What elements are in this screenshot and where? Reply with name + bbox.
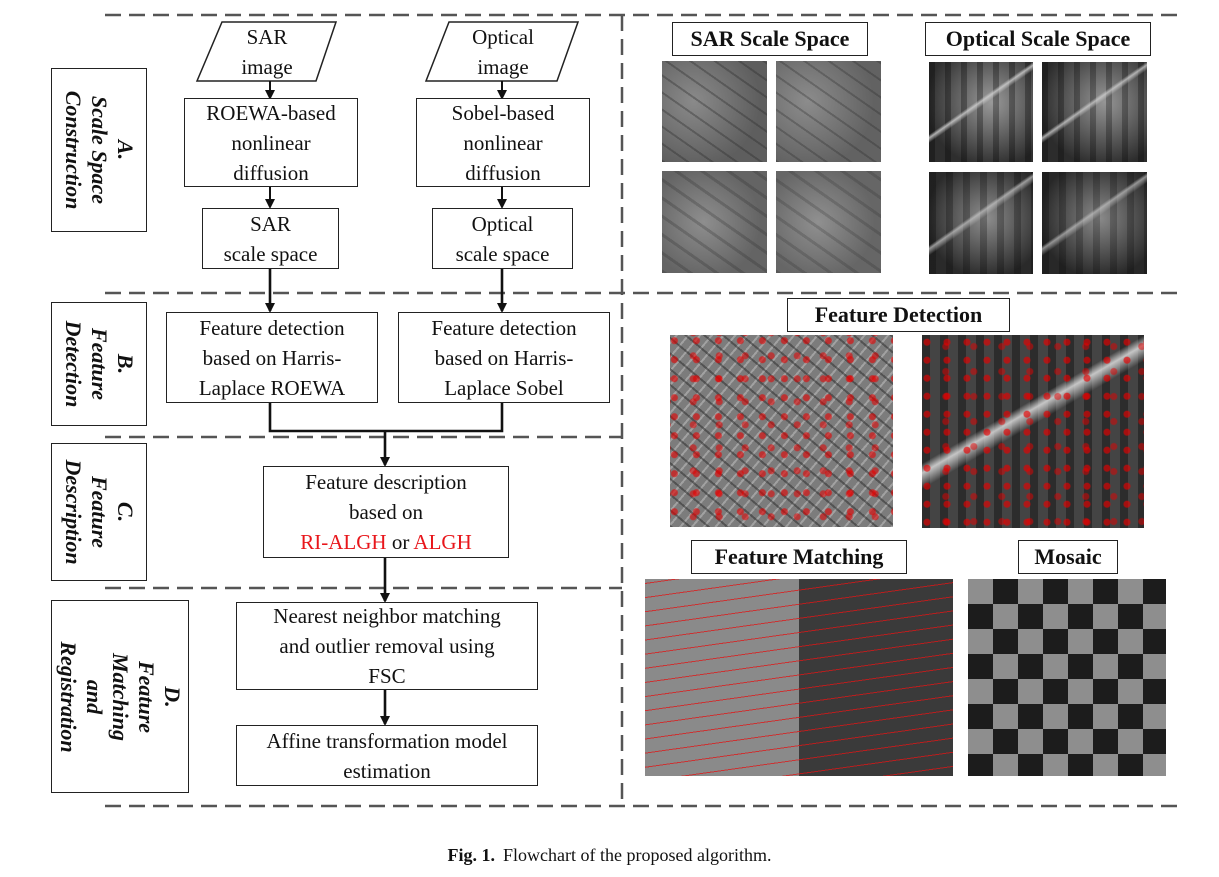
stage-a-label: A. Scale Space Construction <box>51 68 147 232</box>
roewa-diffusion-box: ROEWA-based nonlinear diffusion <box>184 98 358 187</box>
detect-sobel-box: Feature detection based on Harris- Lapla… <box>398 312 610 403</box>
sar-image-input: SAR image <box>241 24 293 79</box>
ri-algh-label: RI-ALGH <box>300 530 387 554</box>
stage-c-text: C. Feature Description <box>61 459 138 565</box>
optical-input-shape <box>424 21 580 82</box>
optical-scale-image-2 <box>1042 62 1147 162</box>
sobel-diffusion-box: Sobel-based nonlinear diffusion <box>416 98 590 187</box>
stage-d-label: D. Feature Matching and Registration <box>51 600 189 793</box>
optical-scale-image-3 <box>929 172 1033 274</box>
description-line3: RI-ALGH or ALGH <box>300 527 472 557</box>
description-line1: Feature description <box>305 470 467 494</box>
stage-d-text: D. Feature Matching and Registration <box>56 640 185 753</box>
optical-scale-space-box: Optical scale space <box>432 208 573 269</box>
sar-scale-image-4 <box>776 171 881 273</box>
mosaic-title: Mosaic <box>1018 540 1118 574</box>
sar-scale-image-3 <box>662 171 767 273</box>
stage-a-text: A. Scale Space Construction <box>61 90 138 210</box>
sar-feature-detection-image <box>670 335 893 527</box>
stage-b-text: B. Feature Detection <box>61 320 138 408</box>
optical-feature-detection-image <box>922 335 1144 528</box>
caption-label: Fig. 1. <box>447 845 496 865</box>
optical-scale-space-title: Optical Scale Space <box>925 22 1151 56</box>
matching-box: Nearest neighbor matching and outlier re… <box>236 602 538 690</box>
optical-image-input: Optical image <box>472 24 534 79</box>
figure-caption: Fig. 1. Flowchart of the proposed algorit… <box>0 845 1219 866</box>
description-line2: based on <box>348 500 424 524</box>
sar-scale-image-1 <box>662 61 767 162</box>
stage-c-label: C. Feature Description <box>51 443 147 581</box>
detect-roewa-box: Feature detection based on Harris- Lapla… <box>166 312 378 403</box>
sar-scale-image-2 <box>776 61 881 162</box>
sar-scale-space-title: SAR Scale Space <box>672 22 868 56</box>
sar-input-shape <box>195 21 338 82</box>
caption-text: Flowchart of the proposed algorithm. <box>503 845 772 865</box>
optical-scale-image-4 <box>1042 172 1147 274</box>
feature-detection-title: Feature Detection <box>787 298 1010 332</box>
stage-b-label: B. Feature Detection <box>51 302 147 426</box>
or-label: or <box>386 530 414 554</box>
affine-box: Affine transformation model estimation <box>236 725 538 786</box>
sar-scale-space-box: SAR scale space <box>202 208 339 269</box>
feature-matching-image <box>645 579 953 776</box>
mosaic-image <box>968 579 1166 776</box>
feature-matching-title: Feature Matching <box>691 540 907 574</box>
algh-label: ALGH <box>413 530 472 554</box>
description-box: Feature description based on RI-ALGH or … <box>263 466 509 558</box>
optical-scale-image-1 <box>929 62 1033 162</box>
